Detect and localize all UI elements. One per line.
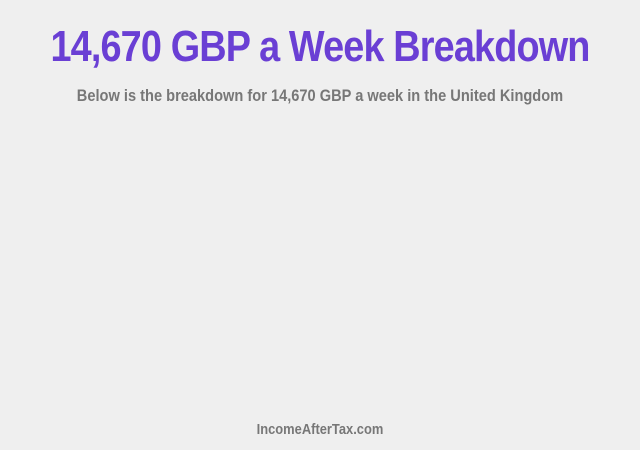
page-title: 14,670 GBP a Week Breakdown [50, 22, 590, 71]
page-subtitle: Below is the breakdown for 14,670 GBP a … [76, 86, 564, 105]
footer-site-name: IncomeAfterTax.com [256, 421, 384, 438]
